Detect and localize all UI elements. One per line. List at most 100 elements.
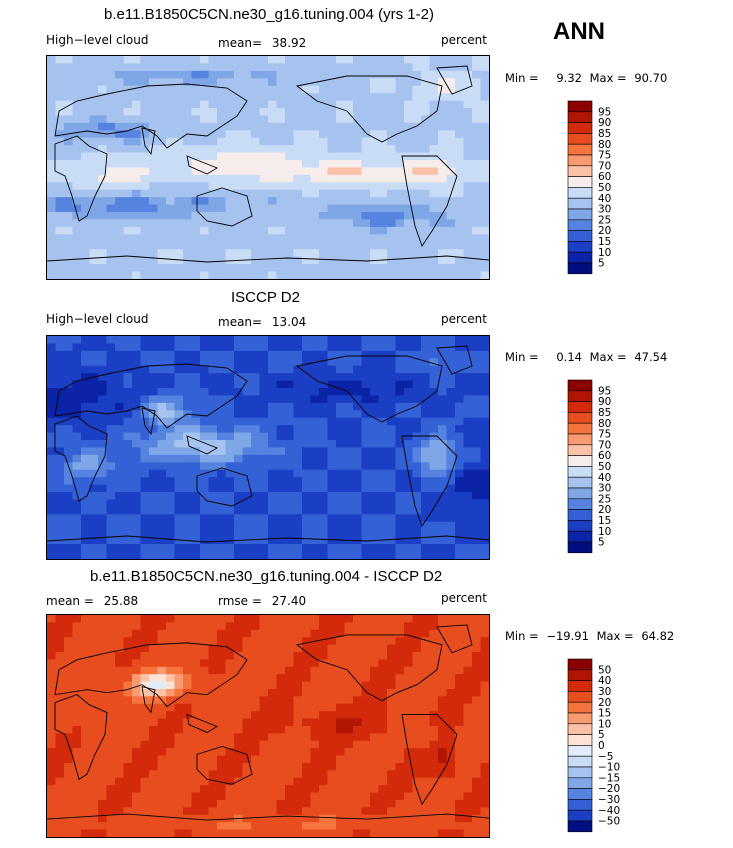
map-cell [276, 425, 286, 434]
map-cell [81, 688, 91, 697]
map-cell [472, 212, 482, 221]
map-cell [463, 748, 473, 757]
map-cell [115, 718, 125, 727]
map-cell [98, 388, 108, 397]
map-cell [64, 271, 74, 279]
map-cell [259, 469, 269, 478]
map-cell [463, 204, 473, 213]
map-cell [140, 733, 150, 742]
map-cell [361, 447, 371, 456]
map-cell [412, 477, 422, 486]
map-cell [446, 336, 456, 345]
map-cell [191, 529, 201, 538]
map-cell [89, 63, 99, 72]
map-cell [446, 358, 456, 367]
map-cell [225, 462, 235, 471]
map-cell [310, 388, 320, 397]
coastline [295, 75, 443, 143]
map-cell [251, 484, 261, 493]
map-cell [387, 681, 397, 690]
map-cell [302, 447, 312, 456]
map-cell [344, 711, 354, 720]
map-cell [319, 703, 329, 712]
map-cell [446, 688, 456, 697]
map-cell [455, 814, 465, 823]
map-cell [276, 725, 286, 734]
map-cell [412, 145, 422, 154]
map-cell [225, 336, 235, 345]
map-cell [149, 484, 159, 493]
map-cell [446, 100, 456, 109]
map-cell [404, 226, 414, 235]
map-cell [208, 499, 218, 508]
colorbar-tick-label: 25 [598, 493, 611, 505]
map-cell [98, 807, 108, 816]
map-cell [166, 174, 176, 183]
map-cell [463, 703, 473, 712]
map-cell [55, 204, 65, 213]
map-cell [412, 462, 422, 471]
map-cell [174, 514, 184, 523]
map-cell [72, 70, 82, 79]
map-cell [463, 145, 473, 154]
map-cell [234, 56, 244, 65]
map-cell [208, 799, 218, 808]
map-cell [404, 814, 414, 823]
map-cell [89, 544, 99, 553]
map-cell [200, 402, 210, 411]
map-cell [353, 100, 363, 109]
coastline [436, 624, 473, 654]
map-cell [72, 440, 82, 449]
map-cell [123, 733, 133, 742]
map-cell [370, 189, 380, 198]
map-cell [183, 358, 193, 367]
map-cell [438, 56, 448, 65]
map-cell [344, 343, 354, 352]
map-cell [234, 212, 244, 221]
map-cell [251, 506, 261, 515]
map-cell [55, 799, 65, 808]
map-cell [191, 711, 201, 720]
map-cell [106, 395, 116, 404]
map-cell [89, 514, 99, 523]
map-cell [47, 100, 57, 109]
map-cell [191, 93, 201, 102]
map-cell [166, 63, 176, 72]
map-cell [285, 462, 295, 471]
map-cell [421, 777, 431, 786]
map-cell [259, 137, 269, 146]
map-cell [370, 447, 380, 456]
map-cell [361, 137, 371, 146]
map-cell [268, 395, 278, 404]
map-cell [472, 160, 482, 169]
map-cell [98, 703, 108, 712]
map-cell [259, 145, 269, 154]
map-cell [463, 536, 473, 545]
map-cell [149, 681, 159, 690]
map-cell [361, 615, 371, 623]
map-cell [149, 792, 159, 801]
map-cell [344, 115, 354, 124]
map-cell [302, 358, 312, 367]
map-cell [276, 696, 286, 705]
map-cell [421, 822, 431, 831]
map-cell [421, 629, 431, 638]
map-cell [47, 462, 57, 471]
map-cell [242, 447, 252, 456]
map-cell [106, 365, 116, 374]
map-cell [412, 137, 422, 146]
map-cell [395, 659, 405, 668]
map-cell [429, 93, 439, 102]
map-cell [319, 264, 329, 273]
map-cell [387, 615, 397, 623]
colorbar-box [567, 777, 593, 789]
map-cell [293, 514, 303, 523]
map-cell [242, 85, 252, 94]
map-cell [293, 160, 303, 169]
map-cell [64, 770, 74, 779]
map-cell [344, 703, 354, 712]
map-cell [242, 145, 252, 154]
map-cell [191, 241, 201, 250]
map-cell [319, 659, 329, 668]
map-cell [242, 462, 252, 471]
